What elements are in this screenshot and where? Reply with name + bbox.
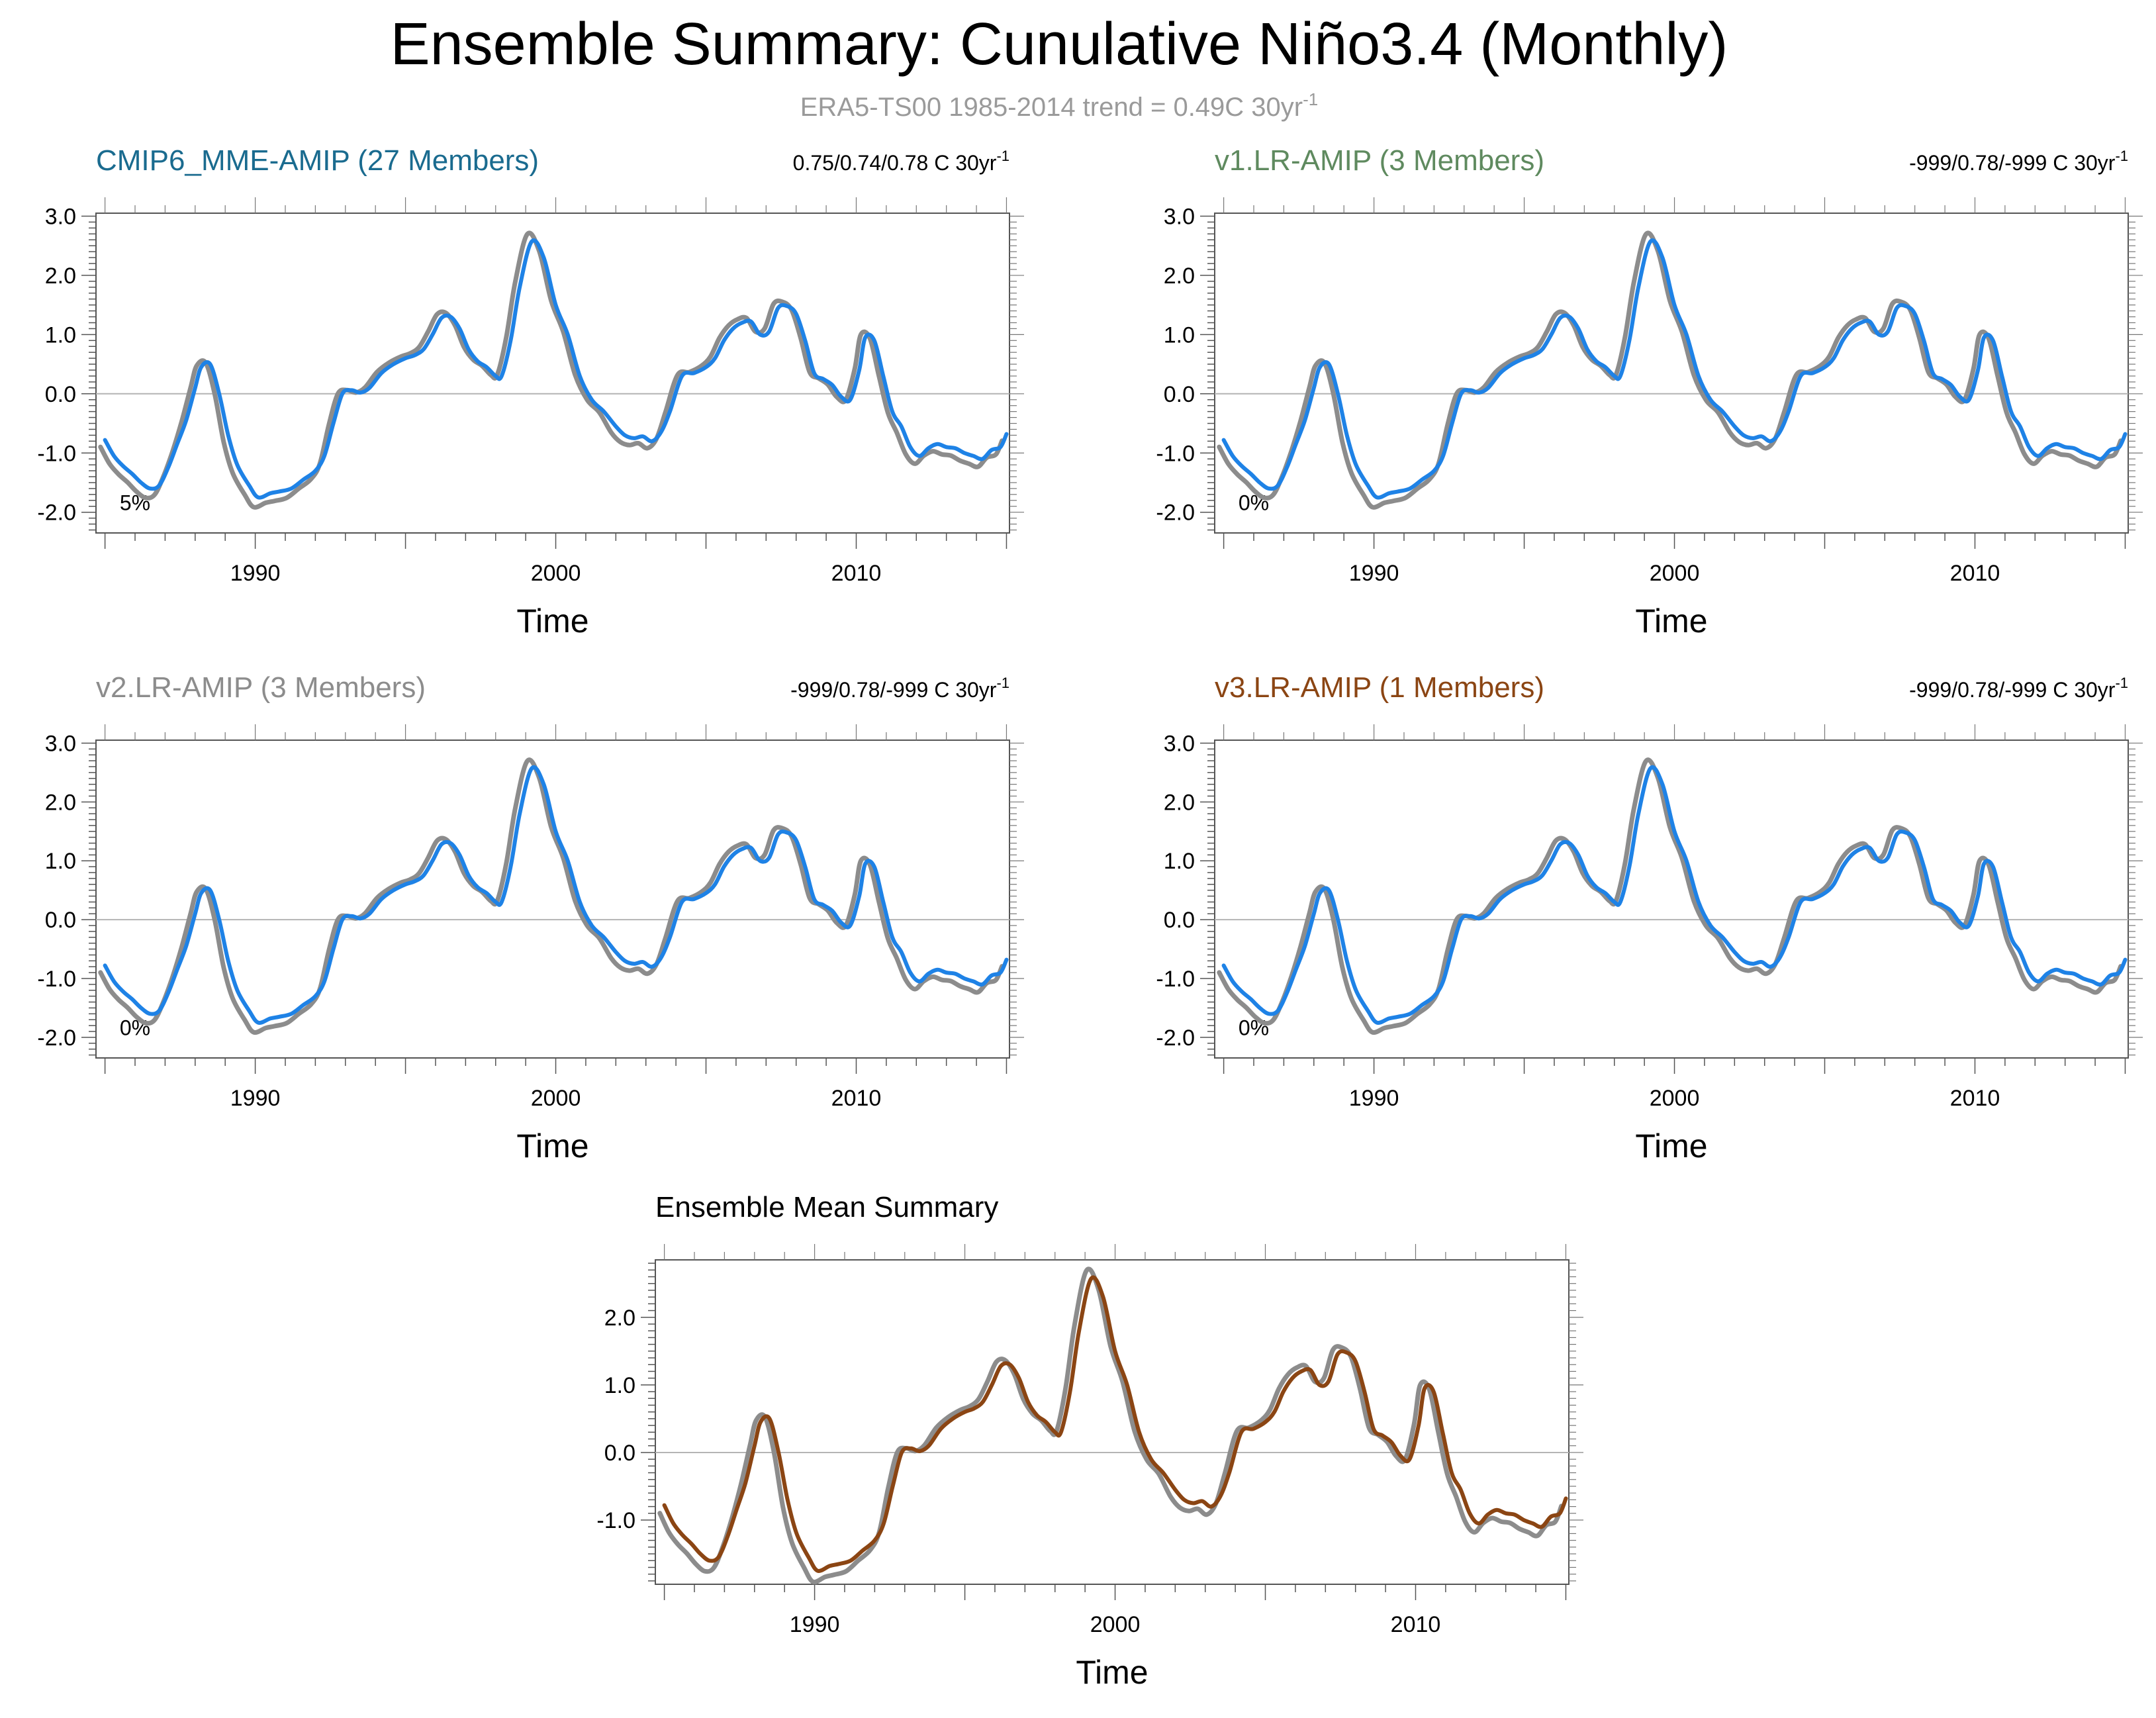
series-line-model xyxy=(103,238,1009,500)
percent-annotation: 0% xyxy=(120,1016,150,1040)
panels-container: -2.0 -1.0 0.0 1.0 2.0 3.0 1990 2000 2010 Time CMIP… xyxy=(37,144,2143,1691)
percent-annotation: 0% xyxy=(1239,491,1269,514)
series-line-observed xyxy=(1217,757,2124,1035)
x-axis-title: Time xyxy=(516,1127,588,1165)
figure-subtitle: ERA5-TS00 1985-2014 trend = 0.49C 30yr-1 xyxy=(800,89,1318,122)
series-line-model xyxy=(1221,238,2128,500)
y-tick-label: -1.0 xyxy=(1156,441,1195,466)
x-tick-label: 2010 xyxy=(1391,1612,1441,1637)
series-line-observed xyxy=(657,1266,1564,1585)
series-line-observed xyxy=(1217,230,2124,510)
y-tick-label: -1.0 xyxy=(1156,967,1195,992)
y-tick-label: 2.0 xyxy=(45,790,76,815)
y-tick-label: 1.0 xyxy=(45,849,76,874)
y-tick-label: -2.0 xyxy=(1156,1026,1195,1051)
y-tick-label: -1.0 xyxy=(37,441,76,466)
y-tick-label: 2.0 xyxy=(604,1306,635,1331)
x-tick-label: 1990 xyxy=(230,561,281,586)
series-line-observed xyxy=(98,757,1005,1035)
trend-stat-sup: -1 xyxy=(996,148,1009,164)
trend-stat-text: -999/0.78/-999 C 30yr xyxy=(1909,678,2116,702)
figure-subtitle-text: ERA5-TS00 1985-2014 trend = 0.49C 30yr xyxy=(800,93,1303,122)
series-line-observed xyxy=(98,230,1005,510)
y-tick-label: 3.0 xyxy=(1164,204,1195,229)
panel-title: v2.LR-AMIP (3 Members) xyxy=(96,671,426,704)
plot-frame xyxy=(1214,213,2129,534)
series-line-model xyxy=(103,765,1009,1026)
y-tick-label: 3.0 xyxy=(45,204,76,229)
y-tick-label: -2.0 xyxy=(1156,501,1195,526)
y-tick-label: 0.0 xyxy=(45,382,76,407)
panel-mean: -1.0 0.0 1.0 2.0 1990 2000 2010 Time Ensemble Me… xyxy=(596,1191,1583,1691)
panel-v2: -2.0 -1.0 0.0 1.0 2.0 3.0 1990 2000 2010 Time v2.L… xyxy=(37,671,1024,1165)
trend-stat: -999/0.78/-999 C 30yr-1 xyxy=(790,675,1009,702)
panel-cmip6: -2.0 -1.0 0.0 1.0 2.0 3.0 1990 2000 2010 Time CMIP… xyxy=(37,144,1024,640)
panel-v1: -2.0 -1.0 0.0 1.0 2.0 3.0 1990 2000 2010 Time v1.L… xyxy=(1156,144,2143,640)
panel-title: Ensemble Mean Summary xyxy=(655,1191,998,1223)
x-tick-label: 2010 xyxy=(831,561,882,586)
panel-title: CMIP6_MME-AMIP (27 Members) xyxy=(96,144,539,177)
y-tick-label: 3.0 xyxy=(45,731,76,756)
figure-title: Ensemble Summary: Cunulative Niño3.4 (Mo… xyxy=(391,11,1728,77)
y-tick-label: 1.0 xyxy=(45,322,76,348)
y-tick-label: -1.0 xyxy=(37,967,76,992)
panel-v3: -2.0 -1.0 0.0 1.0 2.0 3.0 1990 2000 2010 Time v3.L… xyxy=(1156,671,2143,1165)
trend-stat-text: 0.75/0.74/0.78 C 30yr xyxy=(793,151,997,175)
x-axis-title: Time xyxy=(516,602,588,640)
trend-stat-sup: -1 xyxy=(996,675,1009,691)
y-tick-label: 0.0 xyxy=(1164,908,1195,933)
x-tick-label: 2010 xyxy=(1950,1086,2000,1111)
x-axis-title: Time xyxy=(1076,1654,1148,1691)
trend-stat: -999/0.78/-999 C 30yr-1 xyxy=(1909,675,2128,702)
x-tick-label: 2010 xyxy=(831,1086,882,1111)
y-tick-label: -2.0 xyxy=(37,1026,76,1051)
series-line-model xyxy=(662,1275,1568,1573)
percent-annotation: 0% xyxy=(1239,1016,1269,1040)
figure-subtitle-sup: -1 xyxy=(1303,89,1318,109)
plot-frame xyxy=(95,213,1010,534)
y-tick-label: 1.0 xyxy=(604,1373,635,1398)
x-tick-label: 1990 xyxy=(1349,1086,1399,1111)
trend-stat: -999/0.78/-999 C 30yr-1 xyxy=(1909,148,2128,175)
trend-stat: 0.75/0.74/0.78 C 30yr-1 xyxy=(793,148,1009,175)
trend-stat-text: -999/0.78/-999 C 30yr xyxy=(790,678,997,702)
series-line-model xyxy=(1221,765,2128,1026)
y-tick-label: 2.0 xyxy=(1164,790,1195,815)
y-tick-label: 3.0 xyxy=(1164,731,1195,756)
x-tick-label: 1990 xyxy=(1349,561,1399,586)
x-tick-label: 2000 xyxy=(1650,1086,1700,1111)
panel-title: v3.LR-AMIP (1 Members) xyxy=(1215,671,1544,704)
y-tick-label: -2.0 xyxy=(37,501,76,526)
y-tick-label: 2.0 xyxy=(1164,263,1195,289)
x-tick-label: 1990 xyxy=(790,1612,840,1637)
plot-frame xyxy=(655,1259,1570,1585)
x-tick-label: 2000 xyxy=(1090,1612,1141,1637)
y-tick-label: 1.0 xyxy=(1164,322,1195,348)
trend-stat-sup: -1 xyxy=(2115,148,2128,164)
plot-frame xyxy=(95,740,1010,1059)
percent-annotation: 5% xyxy=(120,491,150,514)
plot-frame xyxy=(1214,740,2129,1059)
y-tick-label: 0.0 xyxy=(1164,382,1195,407)
panel-title: v1.LR-AMIP (3 Members) xyxy=(1215,144,1544,177)
x-axis-title: Time xyxy=(1635,1127,1707,1165)
x-tick-label: 1990 xyxy=(230,1086,281,1111)
y-tick-label: 1.0 xyxy=(1164,849,1195,874)
trend-stat-text: -999/0.78/-999 C 30yr xyxy=(1909,151,2116,175)
y-tick-label: -1.0 xyxy=(596,1508,635,1533)
y-tick-label: 2.0 xyxy=(45,263,76,289)
x-axis-title: Time xyxy=(1635,602,1707,640)
trend-stat-sup: -1 xyxy=(2115,675,2128,691)
y-tick-label: 0.0 xyxy=(604,1441,635,1466)
y-tick-label: 0.0 xyxy=(45,908,76,933)
x-tick-label: 2000 xyxy=(531,1086,581,1111)
x-tick-label: 2000 xyxy=(1650,561,1700,586)
x-tick-label: 2000 xyxy=(531,561,581,586)
x-tick-label: 2010 xyxy=(1950,561,2000,586)
